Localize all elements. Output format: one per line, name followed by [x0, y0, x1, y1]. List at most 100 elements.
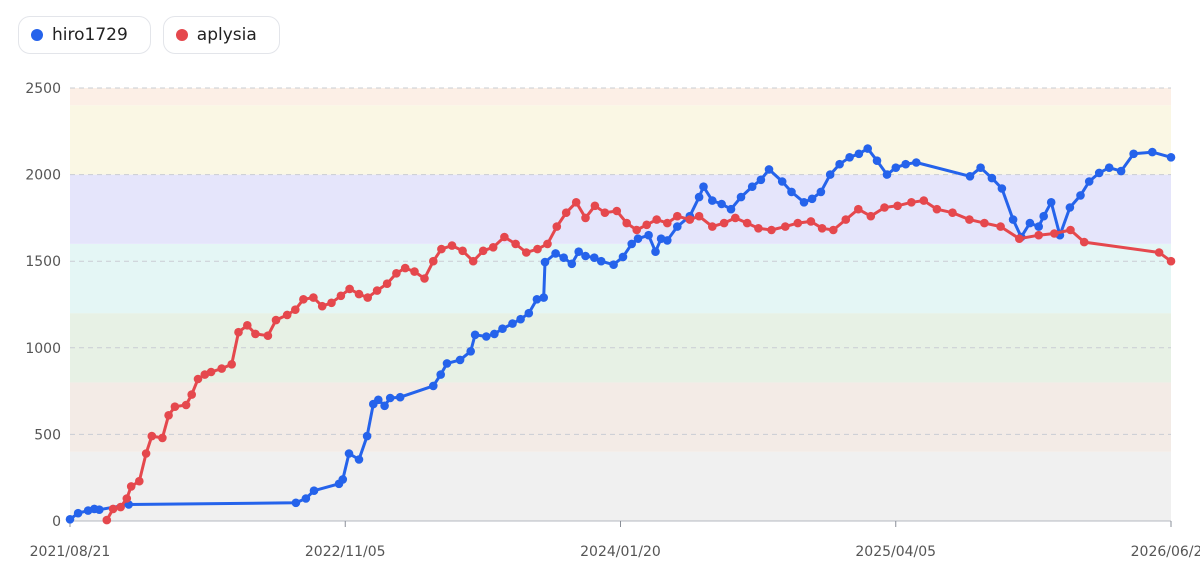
- data-point-aplysia: [392, 269, 401, 278]
- data-point-aplysia: [126, 482, 136, 491]
- data-point-hiro1729: [466, 347, 476, 356]
- data-point-aplysia: [251, 329, 260, 339]
- data-point-aplysia: [1050, 229, 1059, 238]
- legend-label: aplysia: [196, 25, 257, 45]
- data-point-aplysia: [468, 256, 478, 266]
- data-point-aplysia: [694, 211, 704, 221]
- data-point-hiro1729: [362, 431, 372, 441]
- data-point-hiro1729: [1148, 147, 1157, 157]
- data-point-aplysia: [622, 218, 631, 228]
- data-point-aplysia: [1066, 225, 1075, 235]
- data-point-aplysia: [581, 213, 590, 223]
- data-point-aplysia: [829, 225, 838, 235]
- legend-item-hiro1729[interactable]: hiro1729: [18, 16, 151, 54]
- data-point-aplysia: [841, 215, 851, 224]
- data-point-aplysia: [141, 449, 151, 458]
- data-point-hiro1729: [799, 198, 809, 207]
- data-point-aplysia: [767, 225, 776, 235]
- data-point-aplysia: [742, 218, 752, 228]
- data-point-hiro1729: [736, 192, 746, 202]
- data-point-aplysia: [291, 305, 300, 315]
- data-point-aplysia: [336, 291, 346, 301]
- data-point-aplysia: [1154, 248, 1164, 257]
- data-point-aplysia: [632, 225, 641, 235]
- data-point-hiro1729: [95, 505, 104, 514]
- data-point-hiro1729: [395, 392, 405, 402]
- data-point-aplysia: [866, 211, 876, 221]
- data-point-hiro1729: [567, 259, 577, 269]
- legend-item-aplysia[interactable]: aplysia: [162, 16, 280, 54]
- data-point-hiro1729: [354, 455, 364, 464]
- data-point-aplysia: [187, 390, 196, 399]
- data-point-aplysia: [781, 222, 790, 231]
- data-point-aplysia: [511, 239, 520, 249]
- data-point-hiro1729: [633, 234, 643, 243]
- data-point-aplysia: [980, 218, 989, 228]
- data-point-aplysia: [673, 211, 682, 221]
- data-point-hiro1729: [374, 395, 383, 405]
- data-point-aplysia: [1034, 230, 1043, 240]
- data-point-aplysia: [932, 204, 942, 214]
- data-point-aplysia: [1079, 237, 1089, 247]
- data-point-hiro1729: [524, 308, 534, 318]
- data-point-aplysia: [817, 224, 827, 233]
- data-point-hiro1729: [912, 158, 921, 167]
- data-point-hiro1729: [1129, 149, 1138, 159]
- data-point-hiro1729: [470, 330, 480, 340]
- data-point-aplysia: [652, 215, 661, 224]
- data-point-hiro1729: [835, 159, 844, 169]
- data-point-aplysia: [327, 298, 336, 308]
- data-point-aplysia: [500, 232, 509, 242]
- data-point-hiro1729: [807, 194, 817, 204]
- data-point-hiro1729: [618, 252, 628, 262]
- data-point-hiro1729: [385, 393, 395, 403]
- data-point-aplysia: [522, 248, 531, 257]
- data-point-aplysia: [447, 241, 457, 250]
- data-point-hiro1729: [1104, 163, 1114, 172]
- y-tick-label: 2000: [25, 168, 61, 184]
- data-point-aplysia: [533, 244, 542, 254]
- data-point-aplysia: [410, 267, 419, 276]
- data-point-hiro1729: [344, 449, 354, 458]
- data-point-aplysia: [243, 321, 252, 330]
- data-point-hiro1729: [540, 257, 550, 267]
- data-point-hiro1729: [291, 498, 301, 508]
- legend-dot-icon: [175, 29, 188, 41]
- data-point-aplysia: [754, 224, 763, 233]
- data-point-hiro1729: [436, 370, 446, 379]
- data-point-hiro1729: [429, 381, 438, 391]
- data-point-hiro1729: [1116, 166, 1126, 176]
- data-point-hiro1729: [1034, 222, 1043, 231]
- data-point-aplysia: [164, 411, 173, 420]
- data-point-hiro1729: [651, 247, 660, 256]
- data-point-hiro1729: [891, 163, 901, 172]
- data-point-aplysia: [1015, 234, 1024, 243]
- rating-band: [70, 382, 1171, 452]
- data-point-aplysia: [600, 208, 610, 217]
- data-point-aplysia: [919, 196, 929, 205]
- data-point-aplysia: [663, 218, 672, 228]
- data-point-aplysia: [122, 494, 132, 503]
- data-point-aplysia: [382, 279, 392, 289]
- data-point-hiro1729: [1084, 177, 1094, 186]
- y-tick-label: 500: [34, 427, 61, 443]
- data-point-hiro1729: [863, 144, 872, 153]
- x-tick-label: 2022/11/05: [305, 544, 386, 560]
- data-point-hiro1729: [644, 230, 653, 240]
- data-point-aplysia: [996, 222, 1005, 231]
- data-point-hiro1729: [1076, 191, 1085, 200]
- data-point-hiro1729: [590, 253, 599, 262]
- data-point-aplysia: [363, 293, 373, 302]
- data-point-hiro1729: [816, 187, 826, 197]
- data-point-hiro1729: [65, 515, 75, 524]
- data-point-aplysia: [561, 208, 571, 217]
- data-point-aplysia: [488, 243, 498, 252]
- data-point-hiro1729: [1046, 198, 1056, 207]
- data-point-aplysia: [543, 239, 552, 249]
- y-tick-label: 1500: [25, 254, 61, 270]
- data-point-hiro1729: [726, 204, 736, 214]
- data-point-aplysia: [478, 246, 488, 256]
- data-point-aplysia: [354, 289, 364, 299]
- data-point-aplysia: [1166, 256, 1176, 266]
- data-point-aplysia: [271, 315, 281, 325]
